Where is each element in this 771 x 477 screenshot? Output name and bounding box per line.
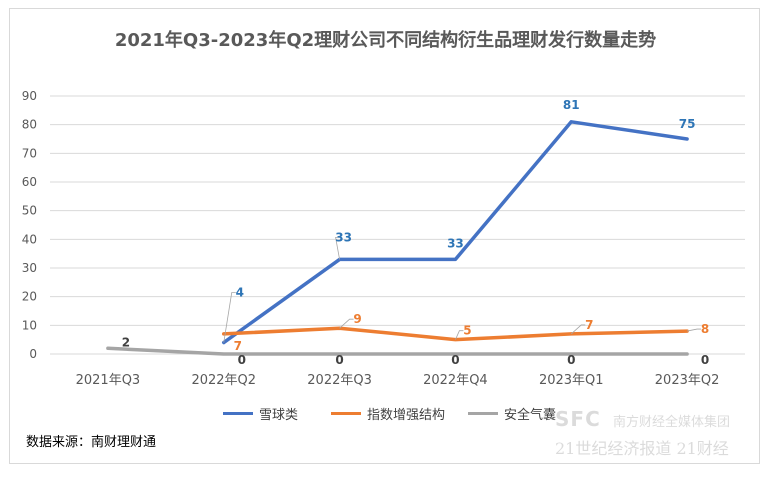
data-label: 0	[238, 353, 246, 367]
data-label: 5	[463, 324, 471, 338]
data-source-note: 数据来源：南财理财通	[26, 435, 157, 450]
legend-label-snowball: 雪球类	[259, 408, 299, 423]
data-label: 2	[122, 335, 130, 349]
watermark-group-name: 南方财经全媒体集团	[613, 415, 731, 430]
y-tick-label: 50	[22, 204, 37, 218]
data-label: 33	[447, 236, 464, 250]
chart-frame	[9, 8, 760, 464]
data-label: 7	[234, 339, 242, 353]
data-label: 9	[353, 312, 361, 326]
y-tick-label: 40	[22, 232, 37, 246]
watermark-logo-text: SFC	[555, 407, 601, 431]
legend-item-airbag: 安全气囊	[468, 404, 556, 423]
y-tick-label: 70	[22, 146, 37, 160]
x-tick-label: 2021年Q3	[76, 373, 141, 388]
data-label-leader	[223, 292, 236, 343]
data-label-leader	[455, 330, 464, 340]
legend-item-snowball: 雪球类	[223, 404, 298, 423]
y-tick-label: 30	[22, 261, 37, 275]
x-tick-label: 2022年Q3	[307, 373, 372, 388]
x-tick-label: 2022年Q4	[423, 373, 488, 388]
x-tick-label: 2023年Q1	[539, 373, 604, 388]
data-label: 0	[335, 353, 343, 367]
legend-item-index-enhanced: 指数增强结构	[331, 404, 445, 423]
x-tick-label: 2023年Q2	[655, 373, 720, 388]
y-tick-label: 60	[22, 175, 37, 189]
watermark-brand-line: 21世纪经济报道 21财经	[555, 439, 729, 458]
y-tick-label: 80	[22, 118, 37, 132]
data-label-leader	[339, 318, 354, 329]
data-label: 4	[236, 286, 244, 300]
legend-label-airbag: 安全气囊	[504, 408, 557, 423]
y-tick-label: 0	[29, 347, 37, 361]
y-tick-label: 20	[22, 290, 37, 304]
y-tick-label: 10	[22, 318, 37, 332]
data-label: 81	[563, 98, 580, 112]
publisher-watermark: SFC 南方财经全媒体集团 21世纪经济报道 21财经	[555, 405, 755, 465]
data-label: 8	[701, 322, 709, 336]
y-tick-label: 90	[22, 89, 37, 103]
series-line-1	[222, 326, 689, 342]
data-label-leader	[687, 328, 702, 332]
data-label-leader	[335, 236, 340, 260]
data-label: 33	[335, 230, 352, 244]
data-label: 75	[679, 117, 696, 131]
legend-swatch-index-enhanced	[331, 412, 361, 415]
data-label: 0	[567, 353, 575, 367]
legend-swatch-airbag	[468, 412, 498, 415]
series-line-2	[106, 346, 689, 356]
legend-label-index-enhanced: 指数增强结构	[367, 408, 446, 423]
data-label: 7	[585, 318, 593, 332]
series-line-0	[222, 120, 689, 345]
x-tick-label: 2022年Q2	[191, 373, 256, 388]
data-label-leader	[570, 324, 586, 335]
data-label: 0	[701, 353, 709, 367]
chart-title: 2021年Q3-2023年Q2理财公司不同结构衍生品理财发行数量走势	[114, 30, 657, 51]
data-label: 0	[451, 353, 459, 367]
legend-swatch-snowball	[223, 412, 253, 415]
